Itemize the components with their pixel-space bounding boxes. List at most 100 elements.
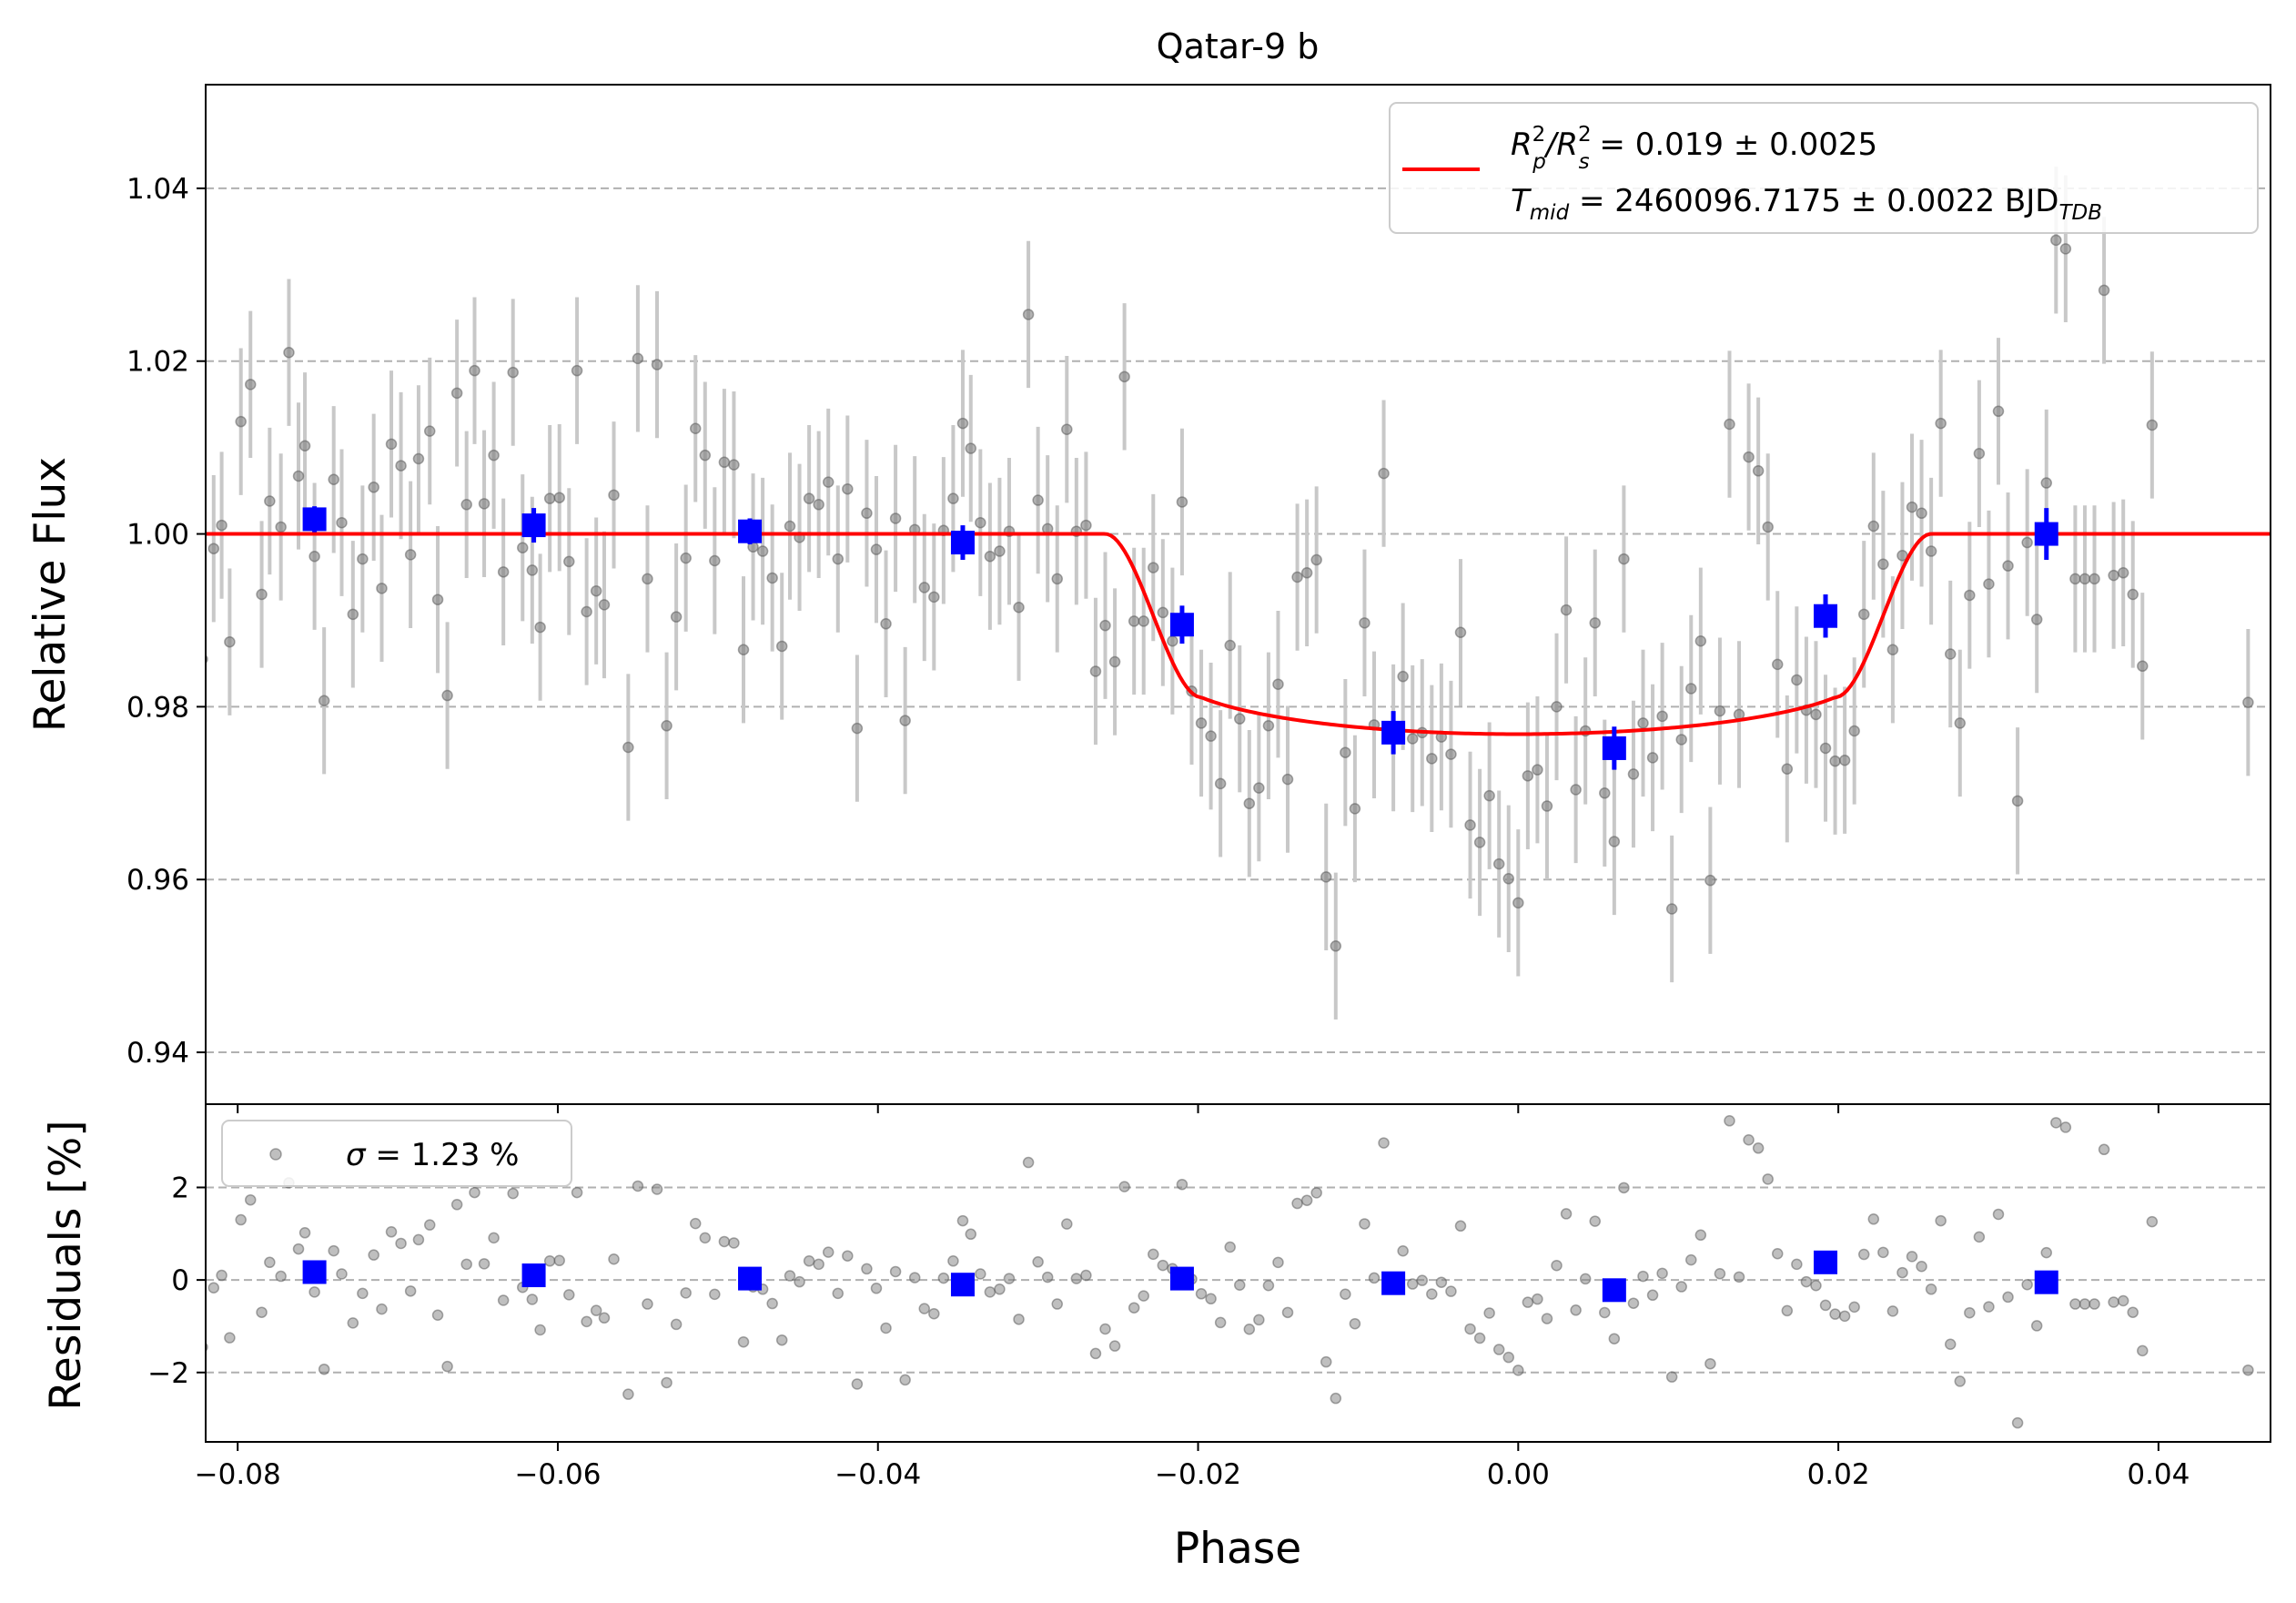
flux-data-point bbox=[318, 695, 330, 706]
residual-point bbox=[1579, 1273, 1592, 1285]
residual-point bbox=[2272, 1252, 2282, 1262]
residual-point bbox=[1291, 1197, 1303, 1210]
flux-data-point bbox=[928, 591, 940, 604]
residual-point bbox=[460, 1258, 472, 1271]
phase-x-tick-label: −0.04 bbox=[834, 1458, 921, 1491]
residual-point bbox=[534, 1324, 546, 1336]
flux-data-point bbox=[1099, 619, 1111, 632]
residual-point bbox=[1099, 1323, 1111, 1335]
flux-data-point bbox=[1762, 521, 1774, 533]
flux-data-point bbox=[1176, 496, 1188, 508]
flux-data-point bbox=[2146, 419, 2159, 431]
residual-point bbox=[1492, 1344, 1505, 1355]
flux-data-point bbox=[1330, 940, 1342, 952]
flux-data-point bbox=[880, 618, 892, 630]
residual-marks bbox=[206, 1115, 2282, 1429]
residual-point bbox=[2011, 1416, 2024, 1429]
residual-point bbox=[590, 1304, 602, 1316]
flux-data-point bbox=[642, 573, 653, 585]
residual-point bbox=[2242, 1364, 2254, 1376]
residual-point bbox=[1118, 1181, 1130, 1192]
flux-data-point bbox=[813, 499, 824, 511]
residual-point bbox=[1589, 1215, 1601, 1227]
residual-point bbox=[2059, 1121, 2072, 1133]
residual-point bbox=[851, 1378, 864, 1390]
residual-point bbox=[2002, 1291, 2014, 1304]
flux-data-point bbox=[2117, 567, 2129, 579]
residual-point bbox=[553, 1254, 565, 1267]
flux-data-point bbox=[2089, 573, 2100, 585]
residual-point bbox=[328, 1244, 339, 1257]
binned-residual-point bbox=[950, 1273, 975, 1297]
residual-point bbox=[1176, 1178, 1188, 1191]
residual-point bbox=[264, 1256, 276, 1269]
flux-data-point bbox=[1080, 519, 1092, 532]
flux-data-point bbox=[357, 553, 369, 565]
flux-data-point bbox=[571, 364, 583, 377]
residual-point bbox=[822, 1246, 834, 1258]
legend-depth-label: R2 p/R2 s = 0.019 ± 0.0025 bbox=[1511, 123, 1877, 174]
flux-data-point bbox=[256, 588, 268, 601]
residual-point bbox=[497, 1294, 510, 1306]
residual-point bbox=[412, 1233, 425, 1246]
flux-data-point bbox=[1560, 604, 1573, 616]
flux-data-point bbox=[1791, 674, 1803, 686]
flux-data-point bbox=[450, 387, 463, 400]
residual-point bbox=[1877, 1246, 1889, 1259]
residual-point bbox=[1665, 1371, 1678, 1383]
flux-data-point bbox=[822, 476, 834, 488]
residual-point bbox=[1838, 1310, 1851, 1323]
flux-data-point bbox=[1272, 678, 1284, 690]
flux-data-point bbox=[1973, 448, 1986, 460]
residual-point bbox=[1714, 1268, 1726, 1280]
flux-data-point bbox=[1445, 748, 1457, 760]
binned-residual-point bbox=[1814, 1250, 1838, 1274]
residual-point bbox=[1157, 1259, 1169, 1272]
residual-point bbox=[1618, 1182, 1630, 1194]
binned-residual-point bbox=[302, 1260, 327, 1284]
residual-point bbox=[1646, 1289, 1659, 1302]
flux-data-point bbox=[784, 520, 796, 533]
flux-data-point bbox=[1810, 708, 1822, 721]
binned-flux-point bbox=[2034, 522, 2058, 546]
flux-data-point bbox=[2069, 573, 2081, 585]
residual-point bbox=[861, 1263, 873, 1275]
residual-point bbox=[1599, 1306, 1611, 1319]
residual-point bbox=[1330, 1392, 1342, 1405]
residual-point bbox=[1704, 1357, 1716, 1370]
flux-data-point bbox=[984, 550, 996, 563]
flux-data-point bbox=[581, 605, 592, 618]
flux-data-point bbox=[1454, 626, 1467, 639]
residual-point bbox=[842, 1250, 854, 1262]
flux-data-point bbox=[1665, 903, 1678, 915]
flux-data-point bbox=[1378, 467, 1390, 480]
flux-data-point bbox=[207, 543, 220, 554]
flux-data-point bbox=[689, 422, 702, 435]
residual-point bbox=[1205, 1293, 1217, 1305]
residual-point bbox=[404, 1285, 417, 1297]
residual-point bbox=[1867, 1213, 1880, 1225]
binned-flux-point bbox=[738, 519, 763, 543]
flux-y-tick-label: 0.94 bbox=[126, 1037, 189, 1070]
residual-point bbox=[1944, 1338, 1957, 1351]
binned-residual-point bbox=[1602, 1278, 1626, 1303]
flux-data-point bbox=[1829, 755, 1841, 767]
flux-data-point bbox=[661, 720, 673, 732]
residual-point bbox=[1397, 1245, 1409, 1257]
flux-data-point bbox=[1752, 465, 1765, 477]
flux-axes-frame bbox=[205, 84, 2271, 1105]
residual-point bbox=[1032, 1256, 1044, 1268]
residual-point bbox=[347, 1317, 359, 1329]
residual-point bbox=[244, 1193, 257, 1206]
flux-data-point bbox=[1925, 545, 1937, 557]
flux-data-point bbox=[1954, 717, 1967, 729]
residual-point bbox=[581, 1315, 592, 1328]
flux-data-point bbox=[1320, 871, 1332, 883]
flux-data-point bbox=[298, 440, 311, 451]
flux-data-point bbox=[1013, 601, 1025, 614]
flux-data-point bbox=[1426, 753, 1438, 765]
flux-data-point bbox=[1340, 746, 1351, 758]
flux-data-point bbox=[1551, 701, 1563, 713]
residual-point bbox=[488, 1232, 500, 1244]
flux-data-point bbox=[870, 543, 883, 555]
